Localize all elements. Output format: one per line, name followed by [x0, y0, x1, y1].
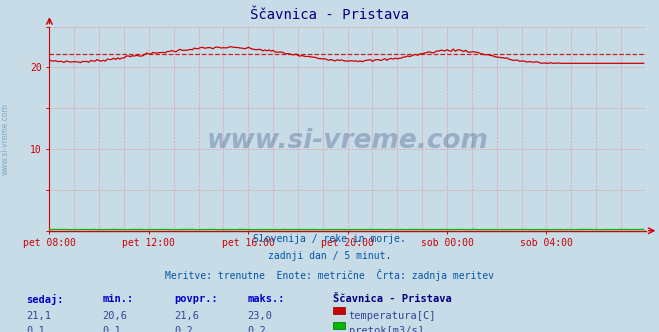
Text: temperatura[C]: temperatura[C]: [349, 311, 436, 321]
Text: www.si-vreme.com: www.si-vreme.com: [1, 104, 10, 175]
Text: Meritve: trenutne  Enote: metrične  Črta: zadnja meritev: Meritve: trenutne Enote: metrične Črta: …: [165, 269, 494, 281]
Text: 0,1: 0,1: [102, 326, 121, 332]
Text: pretok[m3/s]: pretok[m3/s]: [349, 326, 424, 332]
Text: 0,1: 0,1: [26, 326, 45, 332]
Text: min.:: min.:: [102, 294, 133, 304]
Text: 0,2: 0,2: [247, 326, 266, 332]
Text: 0,2: 0,2: [175, 326, 193, 332]
Text: sedaj:: sedaj:: [26, 294, 64, 305]
Text: povpr.:: povpr.:: [175, 294, 218, 304]
Text: zadnji dan / 5 minut.: zadnji dan / 5 minut.: [268, 251, 391, 261]
Text: 21,6: 21,6: [175, 311, 200, 321]
Text: Slovenija / reke in morje.: Slovenija / reke in morje.: [253, 234, 406, 244]
Text: Ščavnica - Pristava: Ščavnica - Pristava: [250, 8, 409, 22]
Text: 20,6: 20,6: [102, 311, 127, 321]
Text: www.si-vreme.com: www.si-vreme.com: [207, 128, 488, 154]
Text: Ščavnica - Pristava: Ščavnica - Pristava: [333, 294, 451, 304]
Text: 23,0: 23,0: [247, 311, 272, 321]
Text: maks.:: maks.:: [247, 294, 285, 304]
Text: 21,1: 21,1: [26, 311, 51, 321]
